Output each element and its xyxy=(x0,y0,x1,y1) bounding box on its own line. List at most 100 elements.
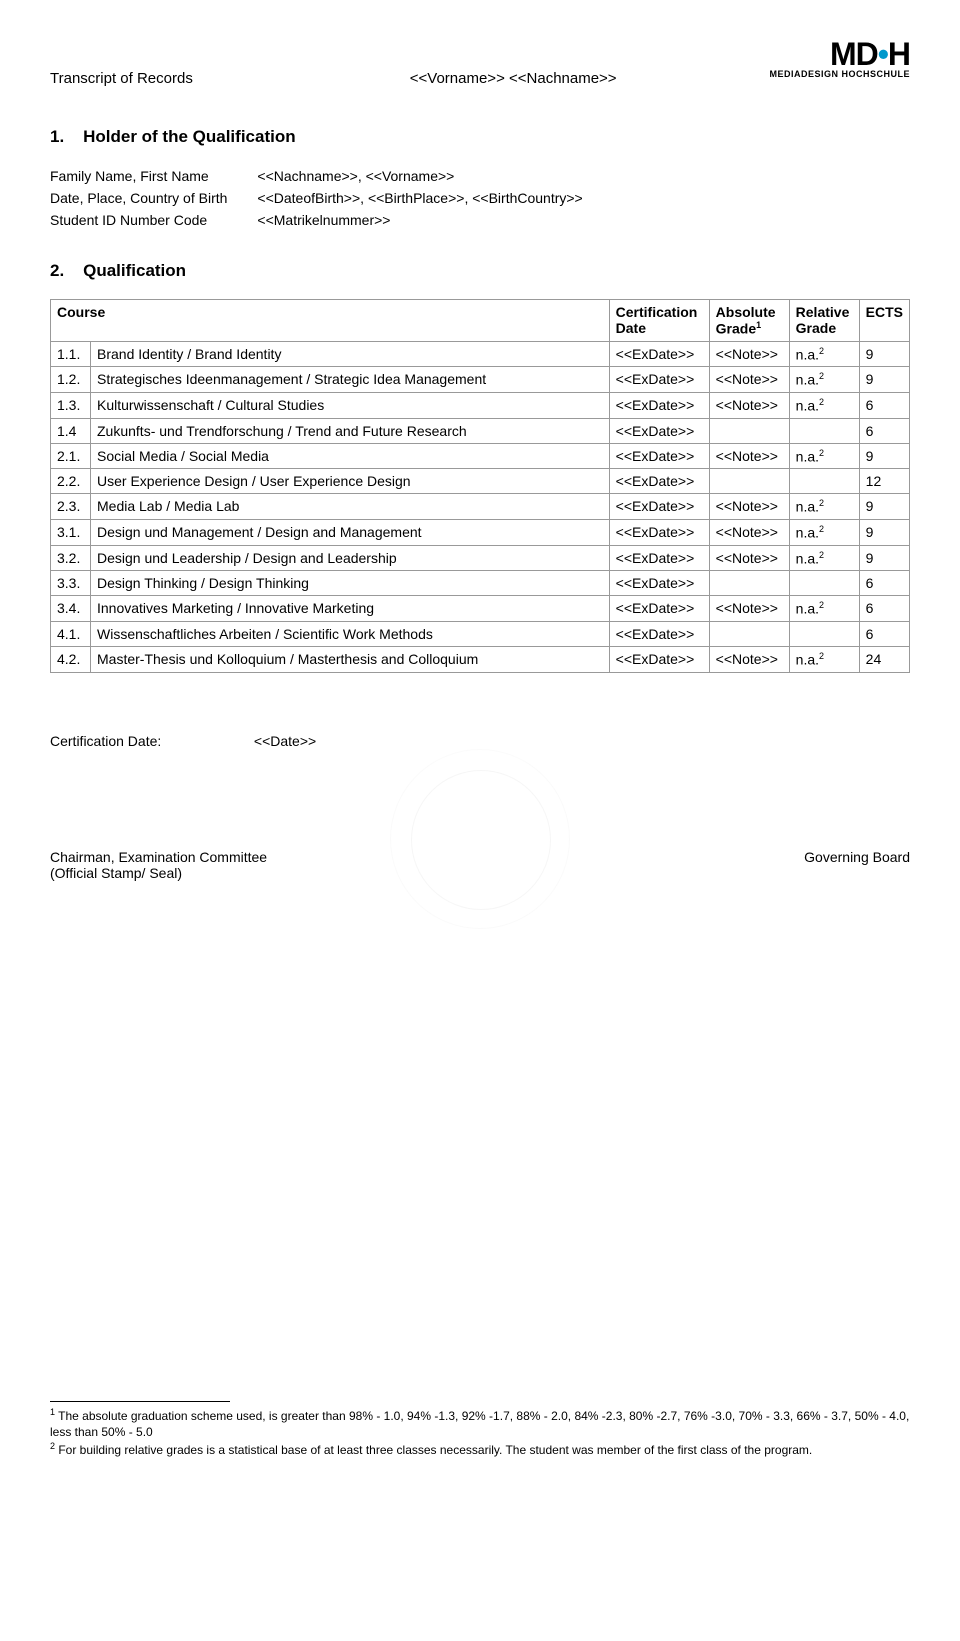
holder-label: Date, Place, Country of Birth xyxy=(50,187,257,209)
cell-date: <<ExDate>> xyxy=(609,469,709,494)
table-row: 3.2.Design und Leadership / Design and L… xyxy=(51,545,910,571)
cell-course: Design Thinking / Design Thinking xyxy=(91,571,610,596)
cell-ects: 9 xyxy=(859,367,909,393)
table-header-row: Course Certification Date Absolute Grade… xyxy=(51,300,910,342)
cell-date: <<ExDate>> xyxy=(609,621,709,646)
cell-abs xyxy=(709,418,789,443)
footnote-2: 2 For building relative grades is a stat… xyxy=(50,1440,910,1458)
col-abs-grade: Absolute Grade1 xyxy=(709,300,789,342)
cell-rel xyxy=(789,571,859,596)
section-2-number: 2. xyxy=(50,261,64,280)
table-row: 2.1.Social Media / Social Media<<ExDate>… xyxy=(51,443,910,469)
col-course: Course xyxy=(51,300,610,342)
section-1-number: 1. xyxy=(50,127,64,146)
cell-abs: <<Note>> xyxy=(709,646,789,672)
table-row: 1.4Zukunfts- und Trendforschung / Trend … xyxy=(51,418,910,443)
cell-rel: n.a.2 xyxy=(789,596,859,622)
cell-ects: 9 xyxy=(859,443,909,469)
holder-value: <<Matrikelnummer>> xyxy=(257,209,612,231)
logo: MD•H MEDIADESIGN HOCHSCHULE xyxy=(770,40,911,79)
signature-left: Chairman, Examination Committee (Officia… xyxy=(50,849,267,881)
doc-title: Transcript of Records xyxy=(50,40,410,87)
cell-num: 3.1. xyxy=(51,519,91,545)
cell-date: <<ExDate>> xyxy=(609,571,709,596)
cell-rel: n.a.2 xyxy=(789,392,859,418)
cell-abs xyxy=(709,469,789,494)
stamp-label: (Official Stamp/ Seal) xyxy=(50,865,267,881)
cell-rel: n.a.2 xyxy=(789,646,859,672)
cell-ects: 9 xyxy=(859,545,909,571)
logo-suffix: H xyxy=(888,36,910,72)
holder-value: <<DateofBirth>>, <<BirthPlace>>, <<Birth… xyxy=(257,187,612,209)
abs-grade-sup: 1 xyxy=(756,320,761,330)
cell-ects: 9 xyxy=(859,341,909,367)
cell-ects: 6 xyxy=(859,596,909,622)
cell-course: Innovatives Marketing / Innovative Marke… xyxy=(91,596,610,622)
cell-date: <<ExDate>> xyxy=(609,367,709,393)
cell-num: 3.2. xyxy=(51,545,91,571)
cell-num: 4.2. xyxy=(51,646,91,672)
cell-ects: 9 xyxy=(859,494,909,520)
cell-rel: n.a.2 xyxy=(789,494,859,520)
cell-rel: n.a.2 xyxy=(789,367,859,393)
col-rel-grade: Relative Grade xyxy=(789,300,859,342)
table-row: 4.2.Master-Thesis und Kolloquium / Maste… xyxy=(51,646,910,672)
table-row: 3.4.Innovatives Marketing / Innovative M… xyxy=(51,596,910,622)
student-name: <<Vorname>> <<Nachname>> xyxy=(410,40,770,87)
table-row: 2.3.Media Lab / Media Lab<<ExDate>><<Not… xyxy=(51,494,910,520)
cell-abs: <<Note>> xyxy=(709,494,789,520)
section-2-heading: 2. Qualification xyxy=(50,261,910,281)
cert-date-value: <<Date>> xyxy=(254,733,316,749)
col-ects: ECTS xyxy=(859,300,909,342)
page-header: Transcript of Records <<Vorname>> <<Nach… xyxy=(50,40,910,87)
cell-num: 2.2. xyxy=(51,469,91,494)
cell-abs: <<Note>> xyxy=(709,341,789,367)
footnote-rule xyxy=(50,1401,230,1402)
cell-course: Zukunfts- und Trendforschung / Trend and… xyxy=(91,418,610,443)
cell-course: Social Media / Social Media xyxy=(91,443,610,469)
table-row: 3.3.Design Thinking / Design Thinking<<E… xyxy=(51,571,910,596)
cell-num: 3.3. xyxy=(51,571,91,596)
signature-right: Governing Board xyxy=(804,849,910,881)
chairman-label: Chairman, Examination Committee xyxy=(50,849,267,865)
holder-info-grid: Family Name, First Name<<Nachname>>, <<V… xyxy=(50,165,613,231)
certification-date-row: Certification Date: <<Date>> xyxy=(50,733,910,749)
cell-date: <<ExDate>> xyxy=(609,519,709,545)
holder-row: Date, Place, Country of Birth<<DateofBir… xyxy=(50,187,613,209)
cell-abs: <<Note>> xyxy=(709,367,789,393)
cell-course: Media Lab / Media Lab xyxy=(91,494,610,520)
cell-ects: 6 xyxy=(859,392,909,418)
logo-subtitle: MEDIADESIGN HOCHSCHULE xyxy=(770,69,911,79)
cell-num: 2.1. xyxy=(51,443,91,469)
cell-num: 4.1. xyxy=(51,621,91,646)
cell-course: Design und Management / Design and Manag… xyxy=(91,519,610,545)
holder-row: Family Name, First Name<<Nachname>>, <<V… xyxy=(50,165,613,187)
table-row: 1.2.Strategisches Ideenmanagement / Stra… xyxy=(51,367,910,393)
section-1-title: Holder of the Qualification xyxy=(83,127,296,146)
table-row: 2.2.User Experience Design / User Experi… xyxy=(51,469,910,494)
cell-abs: <<Note>> xyxy=(709,519,789,545)
cell-num: 1.4 xyxy=(51,418,91,443)
holder-value: <<Nachname>>, <<Vorname>> xyxy=(257,165,612,187)
cell-ects: 24 xyxy=(859,646,909,672)
holder-row: Student ID Number Code<<Matrikelnummer>> xyxy=(50,209,613,231)
footnote-1: 1 The absolute graduation scheme used, i… xyxy=(50,1406,910,1440)
table-row: 3.1.Design und Management / Design and M… xyxy=(51,519,910,545)
cell-date: <<ExDate>> xyxy=(609,443,709,469)
cell-rel: n.a.2 xyxy=(789,545,859,571)
cell-rel: n.a.2 xyxy=(789,341,859,367)
holder-label: Family Name, First Name xyxy=(50,165,257,187)
cell-ects: 6 xyxy=(859,571,909,596)
cell-abs: <<Note>> xyxy=(709,443,789,469)
cell-course: Kulturwissenschaft / Cultural Studies xyxy=(91,392,610,418)
cell-ects: 6 xyxy=(859,621,909,646)
cell-ects: 6 xyxy=(859,418,909,443)
cell-num: 1.3. xyxy=(51,392,91,418)
cell-rel xyxy=(789,621,859,646)
section-1-heading: 1. Holder of the Qualification xyxy=(50,127,910,147)
cell-rel: n.a.2 xyxy=(789,519,859,545)
cell-abs xyxy=(709,571,789,596)
col-cert-date: Certification Date xyxy=(609,300,709,342)
cell-course: Wissenschaftliches Arbeiten / Scientific… xyxy=(91,621,610,646)
cell-date: <<ExDate>> xyxy=(609,418,709,443)
